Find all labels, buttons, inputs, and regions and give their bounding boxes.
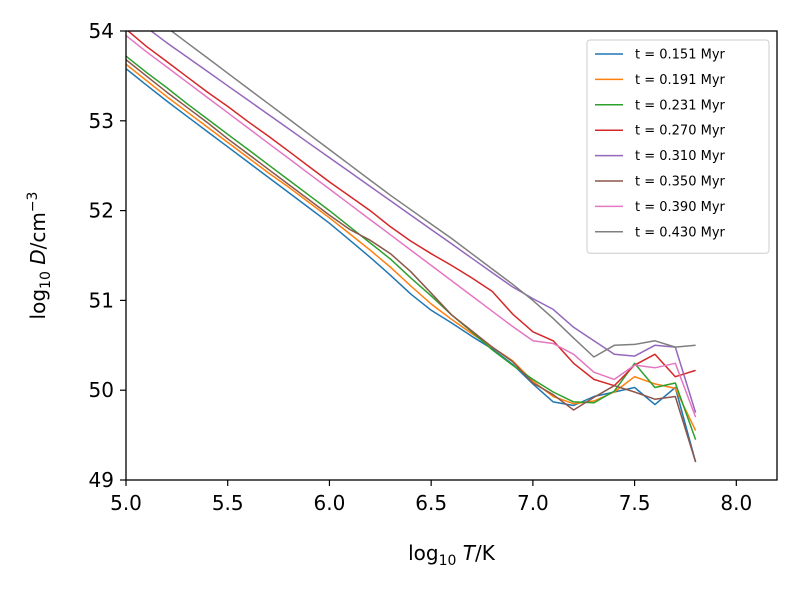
- legend: t = 0.151 Myr t = 0.191 Myr t = 0.231 Myr t…: [586, 39, 770, 254]
- x-tick-label: 6.5: [415, 491, 447, 515]
- x-tick-label: 7.0: [517, 491, 549, 515]
- y-axis-label: log10 D/cm−3: [25, 192, 54, 320]
- plot-frame: [125, 30, 778, 481]
- series-layer: [126, 31, 697, 463]
- x-tick-label: 5.0: [110, 491, 142, 515]
- y-tick-label: 52: [89, 199, 114, 223]
- series-line-6: [126, 59, 697, 463]
- y-tick-label: 51: [89, 288, 114, 312]
- legend-label: t = 0.430 Myr: [635, 225, 726, 240]
- series-line-7: [126, 34, 697, 418]
- x-tick-label: 7.5: [619, 491, 651, 515]
- legend-label: t = 0.270 Myr: [635, 124, 726, 139]
- series-line-3: [126, 55, 697, 440]
- series-line-4: [126, 31, 696, 387]
- legend-label: t = 0.350 Myr: [635, 175, 726, 190]
- y-tick-label: 53: [89, 109, 114, 133]
- legend-label: t = 0.310 Myr: [635, 149, 726, 164]
- x-tick-label: 5.5: [212, 491, 244, 515]
- y-tick-label: 54: [89, 19, 114, 43]
- legend-label: t = 0.191 Myr: [635, 73, 726, 88]
- legend-label: t = 0.151 Myr: [635, 48, 726, 63]
- legend-box: [586, 39, 770, 254]
- x-tick-label: 8.0: [720, 491, 752, 515]
- x-axis-label: log10 T/K: [408, 541, 496, 569]
- series-line-8: [170, 31, 696, 358]
- series-line-2: [126, 63, 697, 431]
- ticks-layer: 5.0 5.5 6.0 6.5 7.0 7.5 8.0 49 50 51 52 53 54: [89, 19, 753, 515]
- series-line-1: [126, 68, 697, 463]
- y-tick-label: 49: [89, 468, 114, 492]
- series-line-5: [149, 31, 697, 413]
- legend-label: t = 0.231 Myr: [635, 98, 726, 113]
- x-tick-label: 6.0: [314, 491, 346, 515]
- legend-label: t = 0.390 Myr: [635, 200, 726, 215]
- y-tick-label: 50: [89, 378, 114, 402]
